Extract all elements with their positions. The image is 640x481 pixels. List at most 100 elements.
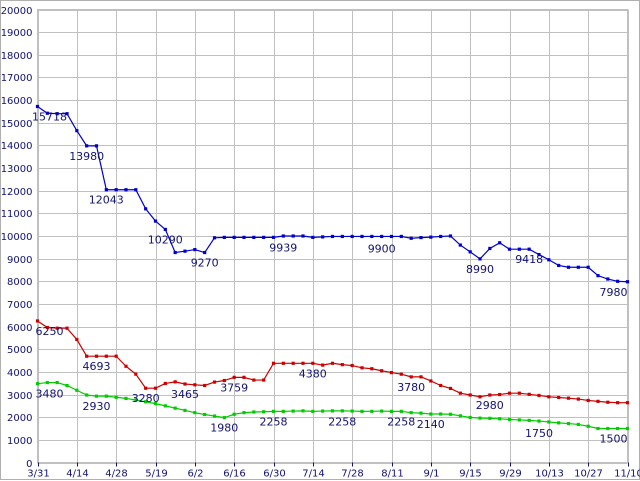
- data-point-green: [537, 419, 541, 423]
- data-point-red: [163, 381, 167, 386]
- data-point-green: [527, 418, 531, 422]
- data-point-green: [252, 410, 256, 414]
- y-axis-tick-label: 10000: [1, 232, 33, 243]
- data-point-label-green: 2140: [417, 418, 445, 431]
- data-point-red: [173, 380, 177, 384]
- data-point-green: [380, 409, 384, 413]
- data-point-green: [232, 412, 236, 416]
- data-point-green: [153, 402, 158, 406]
- data-point-green: [301, 409, 305, 413]
- point-labels-layer: 15718 13980 12043 10290 9270 9939 9900 8990 9418…: [32, 111, 628, 446]
- data-point-green: [262, 410, 266, 414]
- data-point-blue: [586, 265, 590, 269]
- data-point-label-blue: 7980: [600, 286, 628, 299]
- data-point-red: [85, 354, 89, 358]
- data-point-green: [419, 411, 423, 415]
- data-point-label-red: 4693: [83, 360, 111, 373]
- y-axis-tick-label: 1000: [7, 436, 32, 447]
- data-point-blue: [65, 112, 69, 116]
- y-axis-tick-label: 14000: [1, 141, 33, 152]
- grid-layer: [37, 9, 629, 464]
- data-point-red: [104, 354, 108, 358]
- data-point-blue: [311, 235, 315, 239]
- data-point-blue: [281, 234, 285, 238]
- data-point-green: [409, 411, 413, 415]
- x-axis-tick-label: 11/10: [614, 469, 640, 480]
- data-point-blue: [419, 235, 423, 240]
- data-point-green: [134, 398, 138, 402]
- data-point-blue: [498, 241, 502, 245]
- data-point-green: [488, 416, 492, 420]
- data-point-red: [212, 380, 217, 384]
- data-point-blue: [321, 235, 325, 239]
- data-point-green: [35, 382, 40, 386]
- data-point-label-green: 1750: [525, 427, 553, 440]
- data-point-red: [439, 383, 443, 388]
- data-point-red: [507, 391, 512, 395]
- data-point-green: [389, 409, 394, 413]
- data-point-blue: [301, 234, 305, 238]
- data-point-blue: [596, 274, 600, 278]
- data-point-blue: [173, 250, 177, 255]
- data-point-green: [291, 409, 295, 413]
- data-point-red: [55, 326, 59, 330]
- data-point-label-green: 1980: [210, 422, 238, 435]
- data-point-red: [330, 361, 335, 365]
- data-point-blue: [399, 234, 403, 239]
- data-point-green: [212, 414, 217, 418]
- data-point-blue: [94, 144, 99, 148]
- data-point-red: [124, 364, 128, 368]
- data-point-green: [429, 412, 433, 416]
- data-point-green: [114, 395, 118, 399]
- data-point-red: [586, 398, 590, 403]
- data-point-blue: [55, 112, 59, 116]
- x-axis-tick-label: 9/29: [499, 469, 521, 480]
- data-point-blue: [271, 235, 276, 239]
- data-point-red: [271, 361, 276, 365]
- data-point-label-green: 2930: [83, 400, 111, 413]
- data-point-blue: [232, 235, 236, 239]
- data-point-blue: [616, 279, 620, 283]
- data-point-red: [380, 369, 384, 373]
- y-axis-tick-label: 12000: [1, 187, 33, 198]
- y-axis-tick-label: 6000: [7, 323, 32, 334]
- data-point-red: [537, 393, 541, 398]
- data-point-red: [45, 325, 49, 330]
- data-point-blue: [409, 236, 413, 240]
- data-point-label-green: 2258: [387, 415, 415, 428]
- data-point-red: [370, 367, 374, 371]
- data-point-red: [448, 386, 453, 391]
- data-point-label-blue: 9939: [269, 241, 297, 254]
- data-point-red: [134, 372, 138, 376]
- data-point-green: [586, 424, 590, 428]
- data-point-blue: [104, 188, 108, 192]
- x-axis-tick-label: 5/19: [145, 469, 167, 480]
- data-point-red: [252, 378, 256, 382]
- data-point-label-red: 3780: [397, 381, 425, 394]
- data-point-blue: [203, 250, 207, 255]
- data-point-blue: [478, 257, 482, 261]
- x-axis-tick-label: 10/27: [574, 469, 603, 480]
- data-point-green: [45, 380, 49, 385]
- data-point-red: [222, 378, 226, 383]
- data-point-green: [458, 414, 462, 418]
- data-point-green: [65, 383, 69, 388]
- data-point-label-blue: 10290: [148, 233, 183, 246]
- data-point-red: [321, 363, 325, 367]
- data-point-green: [448, 412, 453, 416]
- data-point-green: [203, 412, 207, 417]
- data-point-green: [104, 394, 108, 398]
- data-point-red: [458, 391, 462, 395]
- data-point-red: [498, 392, 502, 397]
- data-point-green: [468, 415, 472, 420]
- data-point-label-blue: 9900: [368, 242, 396, 255]
- y-axis-tick-label: 18000: [1, 51, 33, 62]
- data-point-green: [547, 420, 551, 424]
- data-point-label-blue: 9418: [515, 253, 543, 266]
- data-point-label-blue: 8990: [466, 263, 494, 276]
- data-point-label-red: 6250: [36, 325, 64, 338]
- data-point-red: [566, 396, 571, 400]
- data-point-label-green: 2258: [260, 415, 288, 428]
- data-point-red: [35, 319, 40, 323]
- data-point-blue: [222, 235, 226, 239]
